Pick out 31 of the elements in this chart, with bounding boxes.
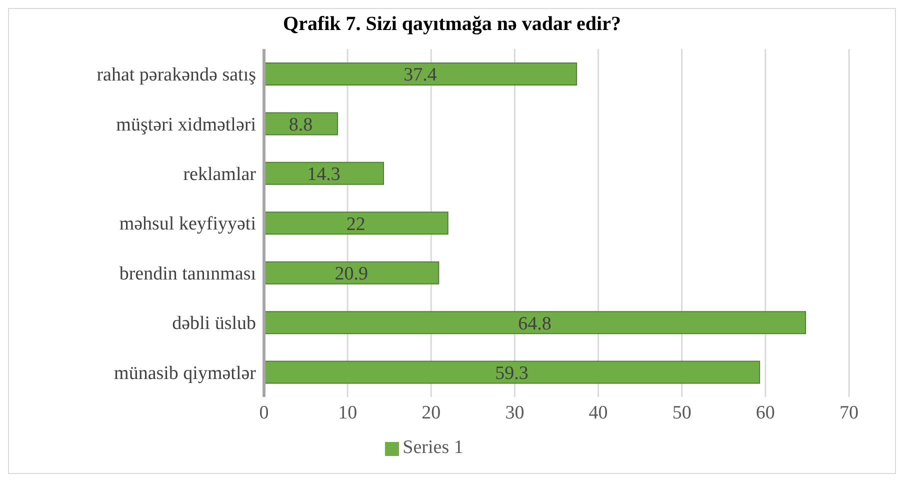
bar <box>264 360 760 384</box>
data-label: 14.3 <box>307 164 340 186</box>
bar <box>264 112 338 136</box>
x-tick-label: 60 <box>756 402 775 424</box>
y-tick-label: məhsul keyfiyyəti <box>119 214 256 235</box>
data-label: 22 <box>346 214 366 235</box>
data-label: 8.8 <box>288 114 313 136</box>
y-tick-label: reklamlar <box>183 164 257 186</box>
data-label: 20.9 <box>334 264 368 285</box>
y-tick-label: müştəri xidmətləri <box>116 114 256 136</box>
x-tick-label: 70 <box>840 402 858 424</box>
x-tick-label: 40 <box>588 402 608 424</box>
y-tick-label: münasib qiymətlər <box>114 362 257 384</box>
y-tick-label: dəbli üslub <box>172 313 256 334</box>
data-label: 37.4 <box>404 64 438 86</box>
x-tick-label: 50 <box>672 402 692 424</box>
x-tick-label: 20 <box>422 402 441 424</box>
bar <box>264 311 806 334</box>
bar <box>264 62 578 86</box>
bar <box>264 162 384 185</box>
data-label: 64.8 <box>518 313 552 334</box>
x-tick-label: 30 <box>505 402 524 424</box>
y-tick-label: brendin tanınması <box>119 263 256 284</box>
bar <box>264 212 448 235</box>
bar <box>264 261 440 284</box>
data-label: 59.3 <box>495 363 528 384</box>
legend-label: Series 1 <box>402 437 464 458</box>
chart-title: Qrafik 7. Sizi qayıtmağa nə vadar edir? <box>282 12 622 37</box>
x-tick-label: 10 <box>338 402 358 424</box>
y-tick-label: rahat pərakəndə satış <box>96 64 256 86</box>
x-tick-label: 0 <box>259 402 269 424</box>
